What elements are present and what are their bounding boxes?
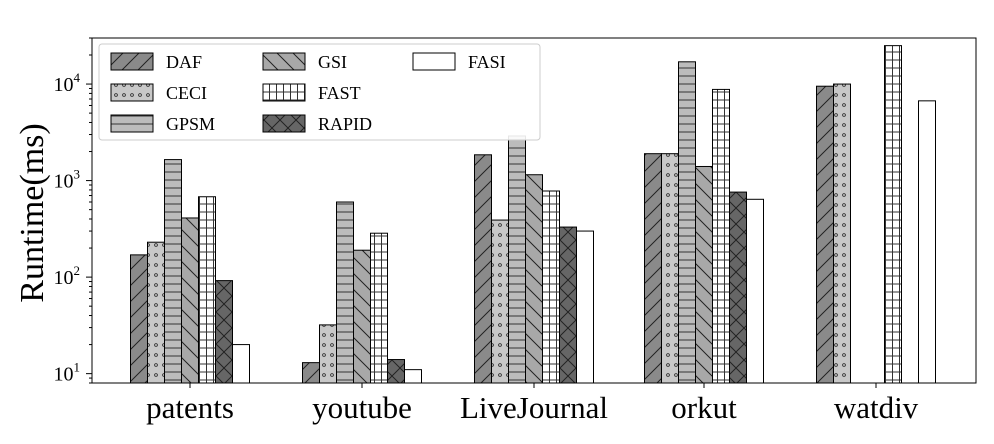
- bar-gpsm-youtube: [336, 201, 354, 384]
- bar-gsi-patents: [181, 217, 199, 384]
- legend: DAF CECI GPSM GSI FAST RAPID FASI: [98, 43, 541, 141]
- x-tick-label-livejournal: LiveJournal: [460, 390, 608, 425]
- legend-label-gsi: GSI: [318, 52, 347, 72]
- x-tick-label-youtube: youtube: [312, 390, 412, 425]
- bar-fast-watdiv: [884, 45, 902, 384]
- legend-label-fast: FAST: [318, 83, 361, 103]
- y-tick-label: 102: [54, 263, 81, 289]
- bar-ceci-livejournal: [491, 219, 509, 384]
- bar-gsi-orkut: [695, 165, 713, 384]
- legend-label-daf: DAF: [166, 52, 202, 72]
- legend-item-fast: FAST: [262, 83, 361, 103]
- bar-ceci-orkut: [661, 153, 679, 384]
- bar-group-orkut: [644, 61, 764, 384]
- bar-group-watdiv: [816, 45, 936, 384]
- x-tick-label-orkut: orkut: [671, 390, 737, 425]
- bar-fasi-youtube: [404, 369, 422, 384]
- bar-daf-youtube: [302, 362, 320, 384]
- legend-item-fasi: FASI: [412, 52, 506, 72]
- bar-gsi-livejournal: [525, 174, 543, 384]
- bar-fast-livejournal: [542, 190, 560, 384]
- bar-daf-orkut: [644, 153, 662, 384]
- bar-gpsm-livejournal: [508, 135, 526, 384]
- legend-item-ceci: CECI: [110, 83, 207, 103]
- y-tick-label: 101: [54, 360, 81, 386]
- bar-rapid-patents: [215, 280, 233, 384]
- bar-group-patents: [130, 159, 250, 384]
- axes-layer: 101 102 103 104 patents youtube LiveJournal ork…: [54, 37, 977, 425]
- legend-item-rapid: RAPID: [262, 114, 372, 134]
- bar-fast-orkut: [712, 88, 730, 384]
- legend-item-gsi: GSI: [262, 52, 347, 72]
- y-axis-label: Runtime(ms): [14, 123, 51, 302]
- legend-item-gpsm: GPSM: [110, 114, 215, 134]
- bar-gsi-youtube: [353, 249, 371, 384]
- bar-ceci-youtube: [319, 324, 337, 384]
- bar-daf-watdiv: [816, 85, 834, 384]
- legend-label-fasi: FASI: [468, 52, 506, 72]
- y-tick-label: 104: [54, 70, 81, 96]
- bar-ceci-patents: [147, 241, 165, 384]
- bar-gpsm-orkut: [678, 61, 696, 384]
- bar-fasi-watdiv: [918, 100, 936, 384]
- legend-label-rapid: RAPID: [318, 114, 372, 134]
- bar-daf-patents: [130, 254, 148, 384]
- y-tick-label: 103: [54, 167, 81, 193]
- legend-label-gpsm: GPSM: [166, 114, 215, 134]
- bar-ceci-watdiv: [833, 83, 851, 384]
- bar-fast-patents: [198, 196, 216, 384]
- bar-fasi-livejournal: [576, 230, 594, 384]
- x-tick-label-patents: patents: [146, 390, 234, 425]
- legend-item-daf: DAF: [110, 52, 202, 72]
- bar-fasi-patents: [232, 344, 250, 384]
- bar-daf-livejournal: [474, 154, 492, 384]
- x-tick-label-watdiv: watdiv: [834, 390, 919, 425]
- bar-gpsm-patents: [164, 159, 182, 384]
- bar-fast-youtube: [370, 232, 388, 384]
- legend-label-ceci: CECI: [166, 83, 207, 103]
- bar-fasi-orkut: [746, 198, 764, 384]
- bar-rapid-livejournal: [559, 226, 577, 384]
- bar-group-LiveJournal: [474, 135, 594, 384]
- bar-rapid-orkut: [729, 191, 747, 384]
- bar-rapid-youtube: [387, 359, 405, 384]
- bar-group-youtube: [302, 201, 422, 384]
